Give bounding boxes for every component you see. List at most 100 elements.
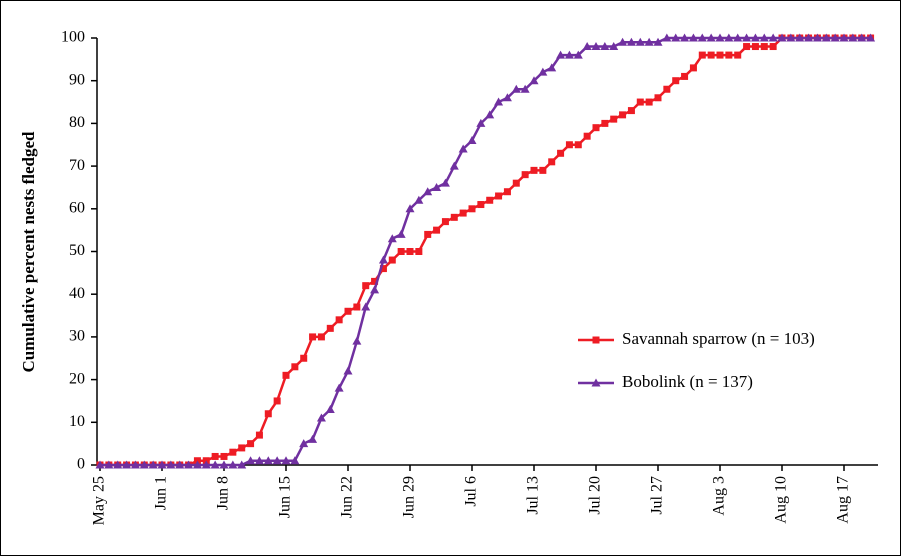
data-point (263, 456, 273, 465)
data-point (273, 397, 281, 405)
data-point (539, 166, 547, 174)
data-point (282, 371, 290, 379)
data-point (379, 265, 387, 273)
data-point (388, 256, 396, 264)
data-point (538, 67, 548, 76)
data-point (291, 363, 299, 371)
data-point (742, 33, 752, 42)
data-point (680, 33, 690, 42)
data-point (601, 119, 609, 127)
data-point (591, 42, 601, 51)
data-point (812, 33, 822, 42)
data-point (706, 33, 716, 42)
data-point (619, 111, 627, 119)
y-tick-label: 40 (69, 285, 85, 302)
data-point (352, 336, 362, 345)
data-point (503, 188, 511, 196)
data-point (467, 135, 477, 144)
data-point (317, 333, 325, 341)
data-point (759, 33, 769, 42)
data-point (238, 444, 246, 452)
data-point (405, 204, 415, 213)
data-point (362, 282, 370, 290)
data-point (768, 33, 778, 42)
y-tick-label: 90 (69, 71, 85, 88)
x-tick-label: Jun 15 (277, 476, 294, 518)
data-point (344, 307, 352, 315)
data-point (148, 460, 158, 469)
y-tick-label: 80 (69, 114, 85, 131)
x-tick-label: Aug 17 (835, 476, 852, 524)
data-point (290, 456, 300, 465)
data-point (406, 248, 414, 255)
data-point (210, 460, 220, 469)
data-point (743, 43, 751, 51)
data-point (626, 37, 636, 46)
data-point (361, 302, 371, 311)
data-point (724, 33, 734, 42)
data-point (237, 460, 247, 469)
data-point (220, 452, 228, 460)
data-point (95, 460, 105, 469)
data-point (246, 456, 256, 465)
data-point (449, 161, 459, 170)
legend-marker (591, 378, 601, 387)
data-point (494, 97, 504, 106)
data-point (415, 248, 423, 255)
data-point (184, 460, 194, 469)
data-point (477, 201, 485, 209)
data-point (857, 33, 867, 42)
data-point (610, 115, 618, 123)
data-point (450, 213, 458, 221)
data-point (476, 118, 486, 127)
data-point (635, 37, 645, 46)
data-point (733, 33, 743, 42)
data-point (219, 460, 229, 469)
data-point (228, 460, 238, 469)
data-point (716, 51, 724, 59)
data-point (698, 51, 706, 59)
data-point (353, 303, 361, 311)
data-point (609, 42, 619, 51)
x-tick-label: Jul 27 (649, 476, 666, 515)
data-point (671, 33, 681, 42)
data-point (697, 33, 707, 42)
y-tick-label: 60 (69, 199, 85, 216)
data-point (663, 85, 671, 93)
data-point (662, 33, 672, 42)
data-point (848, 33, 858, 42)
y-tick-label: 10 (69, 413, 85, 430)
data-point (316, 413, 326, 422)
legend-label: Savannah sparrow (n = 103) (622, 329, 815, 348)
data-point (122, 460, 132, 469)
y-tick-label: 30 (69, 328, 85, 345)
data-point (777, 33, 787, 42)
data-point (130, 460, 140, 469)
data-point (786, 33, 796, 42)
data-point (564, 50, 574, 59)
data-point (672, 77, 680, 85)
data-point (166, 460, 176, 469)
data-point (378, 255, 388, 264)
data-point (582, 42, 592, 51)
data-point (636, 98, 644, 106)
data-point (440, 178, 450, 187)
data-point (795, 33, 805, 42)
legend-label: Bobolink (n = 137) (622, 372, 753, 391)
x-tick-label: May 25 (91, 476, 108, 525)
x-tick-label: Aug 3 (711, 476, 728, 516)
data-point (512, 179, 520, 187)
data-point (139, 460, 149, 469)
data-point (423, 187, 433, 196)
data-point (574, 141, 582, 149)
data-point (299, 439, 309, 448)
data-point (866, 33, 876, 42)
data-point (281, 456, 291, 465)
x-tick-label: Jul 13 (525, 476, 542, 515)
data-point (654, 94, 662, 102)
x-tick-label: Jun 8 (215, 476, 232, 510)
data-point (201, 460, 211, 469)
data-point (211, 452, 219, 460)
y-tick-label: 50 (69, 242, 85, 259)
